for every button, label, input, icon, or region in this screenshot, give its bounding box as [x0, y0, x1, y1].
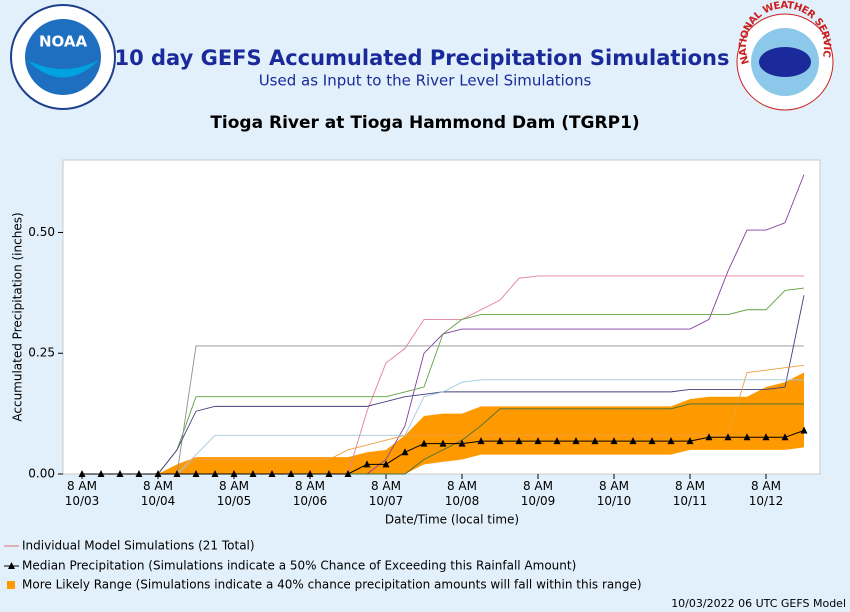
median-marker: [572, 437, 580, 445]
logo-cloud: [759, 47, 811, 77]
median-marker: [192, 470, 200, 477]
x-tick-date: 10/05: [217, 494, 252, 508]
x-tick-time: 8 AM: [523, 479, 553, 493]
x-tick-time: 8 AM: [751, 479, 781, 493]
x-axis-label: Date/Time (local time): [385, 513, 519, 527]
y-axis-label: Accumulated Precipitation (inches): [11, 212, 25, 421]
x-tick-time: 8 AM: [295, 479, 325, 493]
median-marker: [724, 433, 732, 441]
median-marker: [439, 439, 447, 447]
median-marker: [135, 470, 143, 477]
x-tick-label: 8 AM 10/05: [217, 479, 252, 508]
y-tick-label: 0.50: [28, 225, 55, 239]
median-marker: [211, 470, 219, 477]
median-marker: [382, 460, 390, 468]
x-tick-date: 10/03: [65, 494, 100, 508]
x-tick-time: 8 AM: [371, 479, 401, 493]
median-marker: [78, 470, 86, 477]
x-tick-label: 8 AM 10/08: [445, 479, 480, 508]
x-tick-label: 8 AM 10/06: [293, 479, 328, 508]
median-marker: [344, 470, 352, 477]
x-tick-time: 8 AM: [447, 479, 477, 493]
median-marker: [458, 439, 466, 447]
footer: 10/03/2022 06 UTC GEFS Model: [671, 597, 846, 610]
x-tick-label: 8 AM 10/10: [597, 479, 632, 508]
median-marker: [154, 470, 162, 477]
simulation-line: [82, 287, 805, 475]
x-tick-label: 8 AM 10/11: [673, 479, 708, 508]
median-marker: [781, 433, 789, 441]
median-marker: [515, 437, 523, 445]
median-marker: [762, 433, 770, 441]
x-tick-label: 8 AM 10/07: [369, 479, 404, 508]
simulation-line: [82, 379, 804, 475]
logo-disc: [25, 19, 101, 95]
median-marker: [116, 470, 124, 477]
median-marker: [629, 437, 637, 445]
median-marker: [591, 437, 599, 445]
legend-label: Individual Model Simulations (21 Total): [22, 539, 255, 553]
x-tick-time: 8 AM: [675, 479, 705, 493]
median-marker: [686, 437, 694, 445]
median-marker: [420, 439, 428, 447]
median-marker: [553, 437, 561, 445]
x-tick-label: 8 AM 10/12: [749, 479, 784, 508]
legend-label: More Likely Range (Simulations indicate …: [22, 578, 642, 592]
y-tick-label: 0.25: [28, 346, 55, 360]
median-marker: [249, 470, 257, 477]
median-marker: [363, 460, 371, 468]
median-marker: [173, 470, 181, 477]
chart-title: 10 day GEFS Accumulated Precipitation Si…: [114, 46, 729, 70]
median-marker: [610, 437, 618, 445]
x-tick-date: 10/06: [293, 494, 328, 508]
median-marker: [230, 470, 238, 477]
simulation-line: [82, 364, 805, 475]
x-tick-time: 8 AM: [219, 479, 249, 493]
median-marker: [743, 433, 751, 441]
noaa-logo: NOAA: [10, 4, 116, 110]
median-marker: [667, 437, 675, 445]
x-tick-time: 8 AM: [599, 479, 629, 493]
likely-range-band: [158, 372, 804, 474]
median-marker: [97, 470, 105, 477]
median-marker: [268, 470, 276, 477]
logo-text: NOAA: [39, 33, 88, 51]
chart-subtitle: Used as Input to the River Level Simulat…: [259, 72, 592, 90]
median-marker: [534, 437, 542, 445]
x-tick-date: 10/12: [749, 494, 784, 508]
logo-wave: [27, 60, 99, 78]
y-tick-label: 0.00: [28, 467, 55, 481]
median-marker: [705, 433, 713, 441]
median-marker: [401, 448, 409, 456]
x-tick-date: 10/08: [445, 494, 480, 508]
simulation-line: [82, 345, 804, 475]
median-marker: [325, 470, 333, 477]
x-tick-label: 8 AM 10/04: [141, 479, 176, 508]
median-marker: [800, 426, 808, 434]
median-marker: [306, 470, 314, 477]
x-tick-date: 10/11: [673, 494, 708, 508]
x-tick-date: 10/09: [521, 494, 556, 508]
x-tick-date: 10/07: [369, 494, 404, 508]
median-marker: [496, 437, 504, 445]
x-tick-time: 8 AM: [67, 479, 97, 493]
legend-label: Median Precipitation (Simulations indica…: [22, 559, 576, 573]
median-marker: [477, 437, 485, 445]
legend-swatch: [7, 581, 15, 589]
median-marker: [648, 437, 656, 445]
median-marker: [287, 470, 295, 477]
legend-swatch-marker: [8, 562, 15, 569]
x-tick-time: 8 AM: [143, 479, 173, 493]
x-tick-date: 10/10: [597, 494, 632, 508]
x-tick-date: 10/04: [141, 494, 176, 508]
x-tick-label: 8 AM 10/09: [521, 479, 556, 508]
x-tick-label: 8 AM 10/03: [65, 479, 100, 508]
station-title: Tioga River at Tioga Hammond Dam (TGRP1): [210, 113, 639, 133]
